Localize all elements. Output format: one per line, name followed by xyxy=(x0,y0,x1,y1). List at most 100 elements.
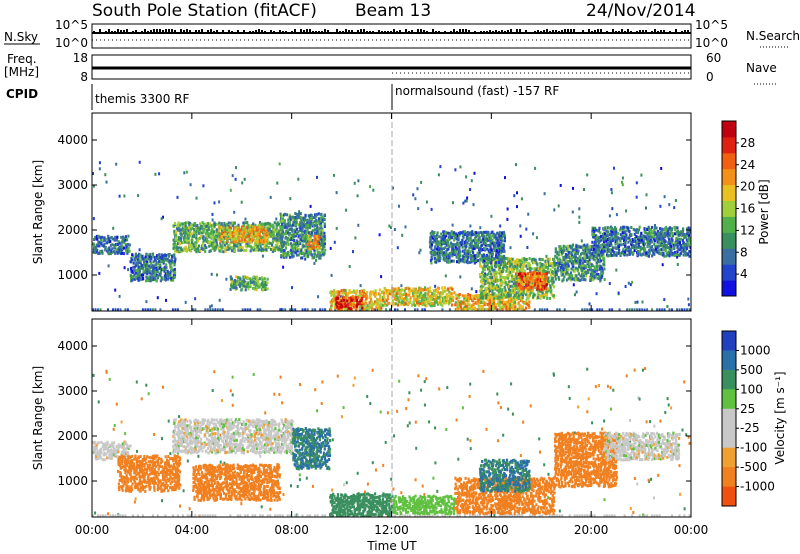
range-gate-cell xyxy=(332,291,335,295)
range-gate-cell xyxy=(206,221,210,225)
range-gate-cell xyxy=(484,266,487,270)
range-gate-cell xyxy=(537,284,540,288)
range-gate-cell xyxy=(267,234,271,238)
range-gate-cell xyxy=(597,277,600,281)
range-gate-cell xyxy=(532,295,535,299)
range-gate-cell xyxy=(607,230,610,234)
range-gate-cell xyxy=(279,212,282,216)
range-gate-cell xyxy=(225,228,228,232)
range-gate-cell xyxy=(213,223,216,227)
range-gate-cell xyxy=(391,287,394,291)
range-gate-cell xyxy=(280,216,283,220)
range-gate-cell xyxy=(610,229,613,233)
range-gate-cell xyxy=(265,233,268,237)
range-gate-cell xyxy=(259,245,262,249)
range-gate-cell xyxy=(212,246,215,250)
range-gate-cell xyxy=(592,235,595,239)
range-gate-cell xyxy=(258,229,261,233)
range-gate-cell xyxy=(282,230,285,234)
range-gate-cell xyxy=(515,295,518,299)
range-gate-cell xyxy=(599,277,602,281)
range-gate-cell xyxy=(218,200,221,204)
nsky-bar xyxy=(378,30,380,33)
range-gate-cell xyxy=(227,235,230,239)
range-gate-cell xyxy=(397,303,400,307)
range-gate-cell xyxy=(210,228,214,232)
range-gate-cell xyxy=(161,254,164,258)
range-gate-cell xyxy=(224,229,227,233)
range-gate-cell xyxy=(594,234,598,238)
range-gate-cell xyxy=(668,203,671,207)
range-gate-cell xyxy=(502,268,505,272)
range-gate-cell xyxy=(636,308,639,311)
range-gate-cell xyxy=(344,304,348,308)
nsky-bar xyxy=(126,29,128,33)
range-gate-cell xyxy=(479,226,482,230)
range-gate-cell xyxy=(359,297,362,301)
range-gate-cell xyxy=(230,279,234,283)
range-gate-cell xyxy=(569,271,573,275)
range-gate-cell xyxy=(570,277,573,281)
range-gate-cell xyxy=(590,278,593,282)
range-gate-cell xyxy=(467,298,471,302)
range-gate-cell xyxy=(237,223,240,227)
range-gate-cell xyxy=(224,232,227,236)
range-gate-cell xyxy=(164,272,167,276)
range-gate-cell xyxy=(256,232,259,236)
range-gate-cell xyxy=(124,238,127,242)
range-gate-cell xyxy=(181,226,184,230)
range-gate-cell xyxy=(300,235,303,239)
range-gate-cell xyxy=(603,232,607,236)
range-gate-cell xyxy=(628,236,631,240)
range-gate-cell xyxy=(650,225,654,229)
nsky-bar xyxy=(393,29,395,33)
range-gate-cell xyxy=(292,223,295,227)
range-gate-cell xyxy=(369,303,372,307)
range-gate-cell xyxy=(295,212,298,216)
range-gate-cell xyxy=(158,172,161,176)
range-gate-cell xyxy=(523,282,526,286)
range-gate-cell xyxy=(591,264,594,268)
range-gate-cell xyxy=(583,188,585,191)
cpid-segment-1: themis 3300 RF xyxy=(95,92,189,106)
range-gate-cell xyxy=(593,275,596,278)
range-gate-cell xyxy=(263,277,266,281)
range-gate-cell xyxy=(512,269,515,273)
range-gate-cell xyxy=(241,238,244,242)
range-gate-cell xyxy=(294,308,297,311)
range-gate-cell xyxy=(272,228,276,232)
range-gate-cell xyxy=(569,273,572,276)
range-gate-cell xyxy=(317,219,320,223)
range-gate-cell xyxy=(647,237,650,241)
range-gate-cell xyxy=(313,220,316,224)
range-gate-cell xyxy=(245,225,248,229)
range-gate-cell xyxy=(272,230,275,234)
range-gate-cell xyxy=(290,224,293,228)
range-gate-cell xyxy=(546,281,549,285)
range-gate-cell xyxy=(537,295,540,299)
range-gate-cell xyxy=(522,289,525,293)
range-gate-cell xyxy=(154,271,157,275)
range-gate-cell xyxy=(449,297,452,301)
range-gate-cell xyxy=(225,277,228,281)
range-gate-cell xyxy=(321,247,324,251)
range-gate-cell xyxy=(627,281,630,285)
range-gate-cell xyxy=(514,297,517,301)
range-gate-cell xyxy=(126,242,130,246)
range-gate-cell xyxy=(463,294,466,298)
range-gate-cell xyxy=(226,226,229,230)
range-gate-cell xyxy=(533,283,537,287)
range-gate-cell xyxy=(280,238,283,242)
range-gate-cell xyxy=(382,291,386,295)
range-gate-cell xyxy=(628,249,631,253)
range-gate-cell xyxy=(147,255,150,259)
range-gate-cell xyxy=(287,218,290,222)
range-gate-cell xyxy=(506,257,509,261)
range-gate-cell xyxy=(653,242,656,246)
range-gate-cell xyxy=(525,299,528,303)
range-gate-cell xyxy=(318,221,321,225)
range-gate-cell xyxy=(434,284,437,288)
range-gate-cell xyxy=(512,305,516,309)
range-gate-cell xyxy=(509,288,512,292)
range-gate-cell xyxy=(122,252,126,256)
